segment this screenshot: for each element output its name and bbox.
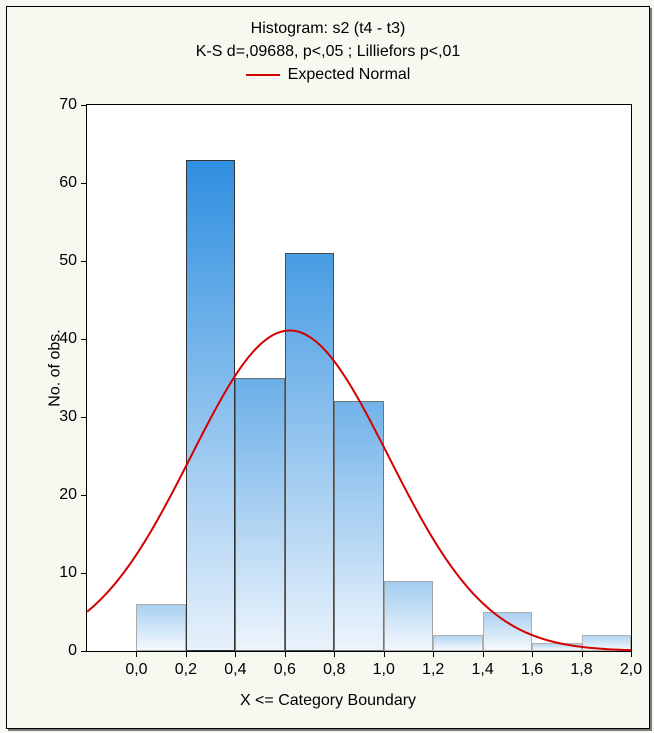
- y-tick-mark: [81, 417, 87, 418]
- plot-area: 0102030405060700,00,20,40,60,81,01,21,41…: [87, 105, 631, 651]
- x-tick-label: 1,2: [422, 661, 444, 679]
- y-tick-label: 10: [59, 564, 77, 582]
- y-tick-label: 40: [59, 330, 77, 348]
- x-tick-mark: [532, 651, 533, 657]
- x-tick-mark: [334, 651, 335, 657]
- y-tick-mark: [81, 261, 87, 262]
- x-tick-mark: [186, 651, 187, 657]
- y-tick-mark: [81, 105, 87, 106]
- x-tick-mark: [631, 651, 632, 657]
- x-axis-label: X <= Category Boundary: [7, 692, 649, 710]
- x-tick-mark: [285, 651, 286, 657]
- y-tick-label: 0: [68, 642, 77, 660]
- x-tick-label: 1,8: [570, 661, 592, 679]
- legend-line-icon: [246, 74, 280, 76]
- chart-frame: Histogram: s2 (t4 - t3) K-S d=,09688, p<…: [6, 6, 650, 729]
- x-tick-label: 0,8: [323, 661, 345, 679]
- y-tick-label: 60: [59, 174, 77, 192]
- x-tick-mark: [136, 651, 137, 657]
- x-tick-mark: [582, 651, 583, 657]
- y-tick-mark: [81, 495, 87, 496]
- y-tick-mark: [81, 183, 87, 184]
- x-tick-label: 1,0: [373, 661, 395, 679]
- x-tick-label: 1,6: [521, 661, 543, 679]
- chart-titles: Histogram: s2 (t4 - t3) K-S d=,09688, p<…: [7, 17, 649, 84]
- normal-curve-path: [87, 331, 631, 651]
- x-tick-label: 0,0: [125, 661, 147, 679]
- x-tick-label: 0,2: [175, 661, 197, 679]
- y-tick-mark: [81, 573, 87, 574]
- y-tick-mark: [81, 651, 87, 652]
- x-tick-label: 0,4: [224, 661, 246, 679]
- x-tick-mark: [384, 651, 385, 657]
- y-tick-label: 70: [59, 96, 77, 114]
- chart-subtitle: K-S d=,09688, p<,05 ; Lilliefors p<,01: [7, 40, 649, 63]
- normal-curve: [87, 105, 631, 651]
- x-tick-label: 0,6: [274, 661, 296, 679]
- x-tick-label: 2,0: [620, 661, 642, 679]
- x-tick-mark: [483, 651, 484, 657]
- x-tick-mark: [235, 651, 236, 657]
- legend-label: Expected Normal: [288, 66, 411, 84]
- y-tick-mark: [81, 339, 87, 340]
- chart-legend: Expected Normal: [246, 66, 411, 84]
- y-tick-label: 20: [59, 486, 77, 504]
- x-tick-mark: [433, 651, 434, 657]
- y-tick-label: 50: [59, 252, 77, 270]
- y-tick-label: 30: [59, 408, 77, 426]
- x-tick-label: 1,4: [472, 661, 494, 679]
- chart-title: Histogram: s2 (t4 - t3): [7, 17, 649, 40]
